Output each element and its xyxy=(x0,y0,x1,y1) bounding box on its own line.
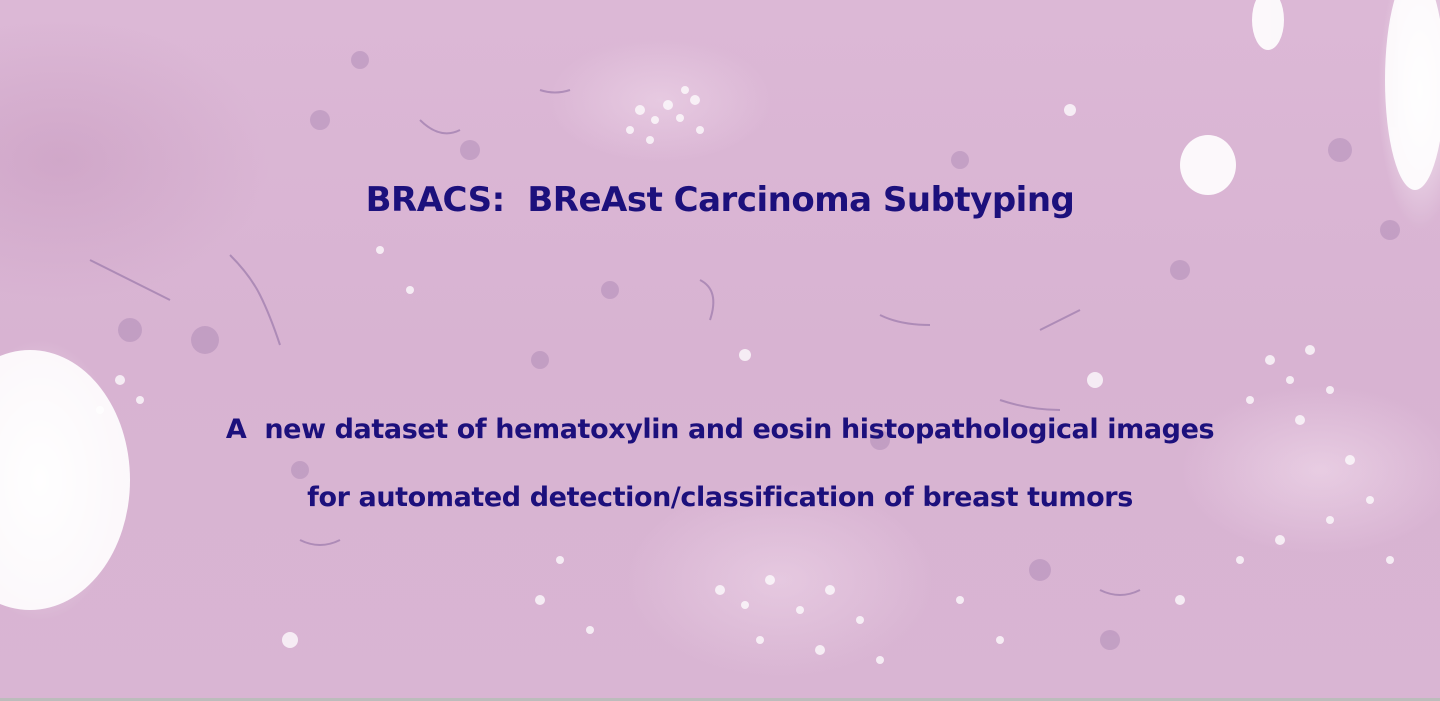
bottom-divider xyxy=(0,698,1440,701)
subtitle-line-1: A new dataset of hematoxylin and eosin h… xyxy=(225,414,1215,445)
subtitle-line-2: for automated detection/classification o… xyxy=(307,482,1133,513)
page-title: BRACS: BReAst Carcinoma Subtyping xyxy=(365,180,1075,220)
